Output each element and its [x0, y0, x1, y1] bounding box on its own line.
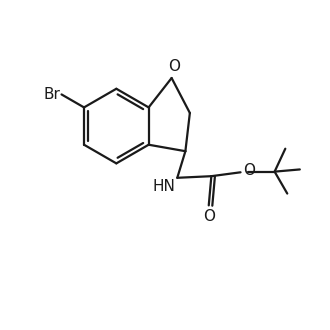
Text: O: O: [168, 59, 180, 74]
Text: O: O: [203, 209, 215, 224]
Text: Br: Br: [43, 87, 60, 102]
Text: O: O: [243, 163, 255, 178]
Text: HN: HN: [153, 180, 176, 194]
